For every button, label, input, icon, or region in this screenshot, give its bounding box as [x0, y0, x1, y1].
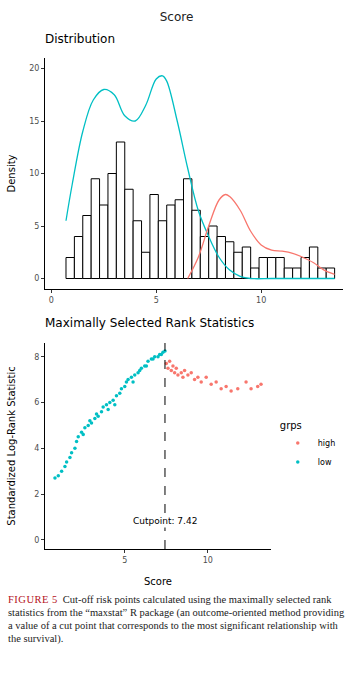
svg-text:15: 15	[29, 117, 39, 126]
svg-text:Maximally Selected Rank Statis: Maximally Selected Rank Statistics	[45, 316, 254, 330]
svg-text:Score: Score	[144, 576, 172, 587]
html-text:Score: Score	[159, 10, 194, 24]
svg-text:Distribution: Distribution	[45, 32, 115, 46]
svg-text:20: 20	[29, 64, 39, 73]
svg-text:8: 8	[34, 353, 39, 362]
html-text:Cut-off risk points calculated: Cut-off risk points calculated using the…	[8, 594, 345, 644]
svg-text:Standardized Log-Rank Statisti: Standardized Log-Rank Statistic	[6, 366, 17, 525]
svg-text:0: 0	[49, 296, 54, 305]
svg-text:0: 0	[34, 274, 39, 283]
svg-text:5: 5	[122, 556, 127, 565]
svg-text:10: 10	[256, 296, 266, 305]
svg-text:2: 2	[34, 490, 39, 499]
svg-text:high: high	[318, 439, 335, 448]
svg-text:4: 4	[34, 444, 39, 453]
svg-text:low: low	[318, 458, 332, 467]
svg-text:Cutpoint: 7.42: Cutpoint: 7.42	[133, 516, 197, 526]
svg-text:Density: Density	[6, 154, 17, 192]
svg-text:grps: grps	[280, 420, 302, 431]
svg-text:0: 0	[34, 536, 39, 545]
html-text:FIGURE 5: FIGURE 5	[8, 594, 58, 605]
svg-text:5: 5	[34, 222, 39, 231]
svg-text:5: 5	[154, 296, 159, 305]
svg-text:10: 10	[29, 169, 39, 178]
svg-text:10: 10	[203, 556, 213, 565]
svg-text:6: 6	[34, 398, 39, 407]
